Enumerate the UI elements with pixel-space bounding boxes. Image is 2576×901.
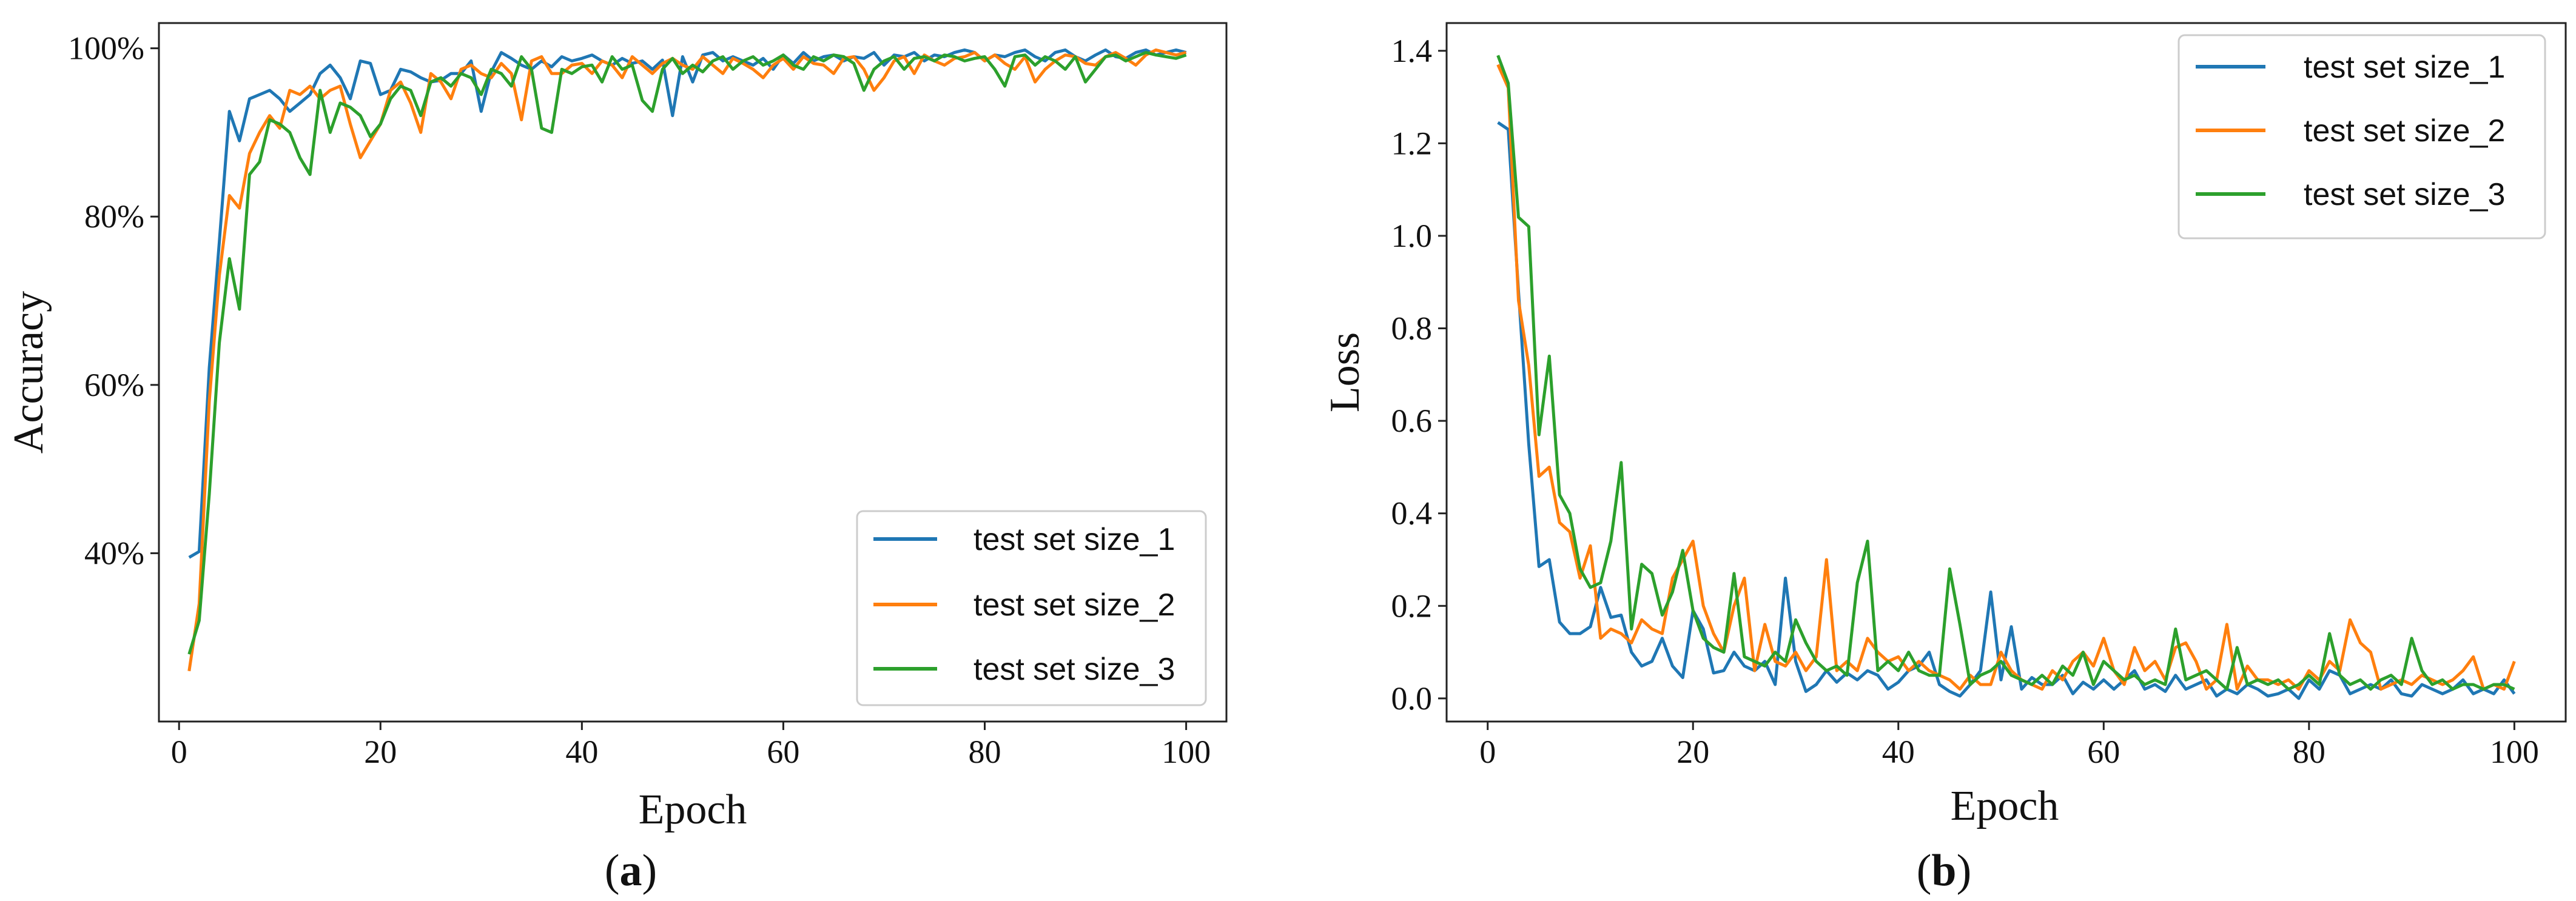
accuracy-x-tick-label: 60: [767, 734, 799, 770]
accuracy-y-tick-label: 100%: [68, 30, 144, 67]
accuracy-y-tick-label: 80%: [84, 198, 144, 235]
loss-chart-panel: 0 20 40 60 80 100 0.0 0.2 0.4 0.6 0.8 1.0 1.2 1.4 Los…: [1322, 22, 2567, 896]
accuracy-x-tick-label: 0: [171, 734, 187, 770]
loss-series-lines: [1496, 55, 2516, 700]
loss-y-tick-label: 0.0: [1391, 680, 1433, 717]
accuracy-caption: (a): [605, 846, 657, 896]
accuracy-ticks: 0 20 40 60 80 100 40% 60% 80% 100%: [68, 30, 1211, 770]
accuracy-x-tick-label: 40: [565, 734, 598, 770]
caption-letter: b: [1931, 846, 1956, 896]
loss-legend: test set size_1 test set size_2 test set…: [2177, 34, 2546, 239]
loss-y-axis-label: Loss: [1322, 332, 1368, 412]
accuracy-x-axis-label: Epoch: [639, 786, 747, 833]
caption-close-paren: ): [1957, 846, 1972, 896]
accuracy-x-tick-label: 20: [364, 734, 397, 770]
loss-legend-frame: [2177, 34, 2546, 239]
loss-caption: (b): [1917, 846, 1971, 896]
accuracy-y-tick-label: 60%: [84, 367, 144, 403]
loss-x-tick-label: 0: [1479, 734, 1496, 770]
loss-x-tick-label: 80: [2293, 734, 2325, 770]
caption-close-paren: ): [642, 846, 657, 896]
loss-y-tick-label: 0.6: [1391, 403, 1433, 439]
loss-series-line-3: [1496, 55, 2515, 691]
accuracy-series-lines: [187, 48, 1187, 672]
caption-open-paren: (: [605, 846, 620, 896]
loss-x-axis-label: Epoch: [1951, 783, 2059, 829]
loss-x-tick-label: 100: [2490, 734, 2539, 770]
accuracy-y-axis-label: Accuracy: [5, 291, 52, 454]
loss-y-tick-label: 0.8: [1391, 310, 1433, 347]
accuracy-legend-label-3: test set size_3: [974, 652, 1175, 687]
accuracy-legend-label-1: test set size_1: [974, 522, 1175, 557]
caption-open-paren: (: [1917, 846, 1932, 896]
loss-series-line-1: [1497, 121, 2516, 700]
loss-y-tick-label: 0.2: [1391, 588, 1433, 624]
loss-legend-label-3: test set size_3: [2304, 177, 2505, 212]
loss-legend-label-2: test set size_2: [2304, 113, 2505, 149]
loss-y-tick-label: 1.4: [1391, 33, 1433, 69]
loss-x-tick-label: 20: [1676, 734, 1709, 770]
accuracy-legend-label-2: test set size_2: [974, 588, 1175, 623]
accuracy-series-line-3: [187, 51, 1187, 655]
loss-y-tick-label: 1.2: [1391, 125, 1433, 161]
accuracy-chart-panel: 0 20 40 60 80 100 40% 60% 80% 100% Accuracy Epoch…: [5, 22, 1228, 896]
loss-x-tick-label: 40: [1882, 734, 1915, 770]
loss-x-tick-label: 60: [2087, 734, 2120, 770]
accuracy-x-tick-label: 80: [969, 734, 1001, 770]
accuracy-x-tick-label: 100: [1162, 734, 1211, 770]
loss-y-tick-label: 0.4: [1391, 495, 1433, 532]
accuracy-legend: test set size_1 test set size_2 test set…: [856, 510, 1207, 706]
accuracy-legend-frame: [856, 510, 1207, 706]
loss-y-tick-label: 1.0: [1391, 218, 1433, 254]
loss-ticks: 0 20 40 60 80 100 0.0 0.2 0.4 0.6 0.8 1.0 1.2 1.4: [1391, 33, 2539, 770]
accuracy-y-tick-label: 40%: [84, 535, 144, 571]
caption-letter: a: [620, 846, 642, 896]
loss-legend-label-1: test set size_1: [2304, 50, 2505, 85]
accuracy-series-line-2: [187, 48, 1187, 672]
